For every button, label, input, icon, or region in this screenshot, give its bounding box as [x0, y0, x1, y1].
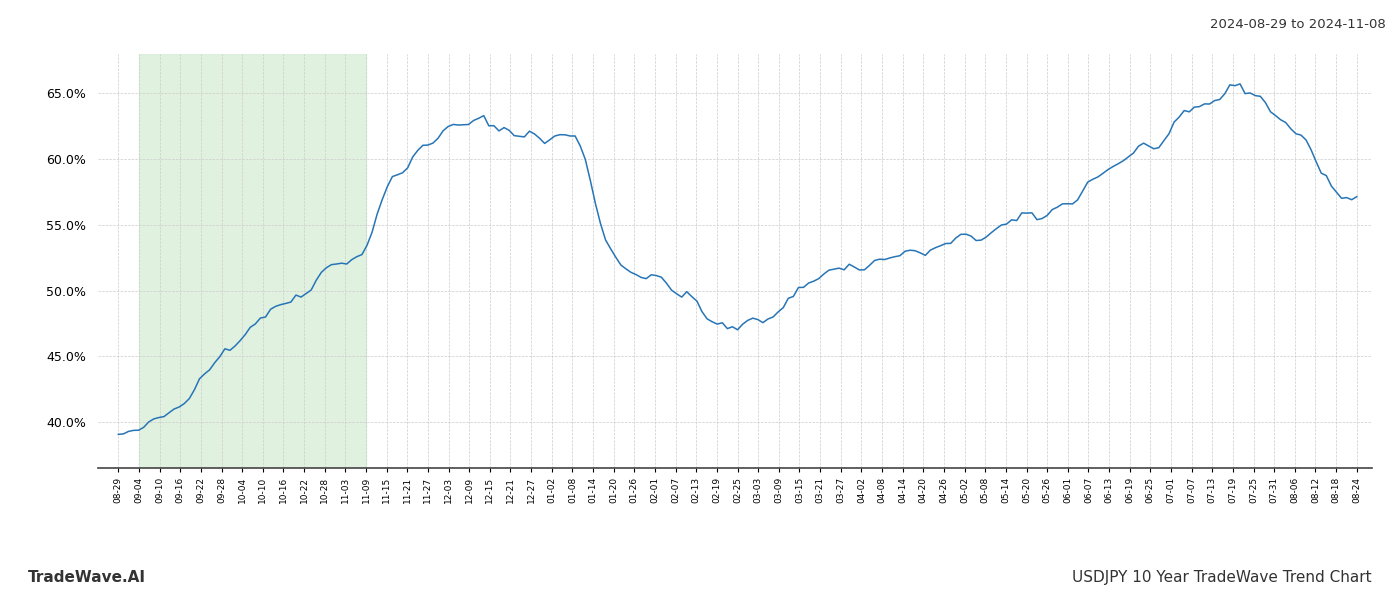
Text: TradeWave.AI: TradeWave.AI — [28, 570, 146, 585]
Text: USDJPY 10 Year TradeWave Trend Chart: USDJPY 10 Year TradeWave Trend Chart — [1072, 570, 1372, 585]
Text: 2024-08-29 to 2024-11-08: 2024-08-29 to 2024-11-08 — [1210, 18, 1386, 31]
Bar — [139, 54, 365, 468]
